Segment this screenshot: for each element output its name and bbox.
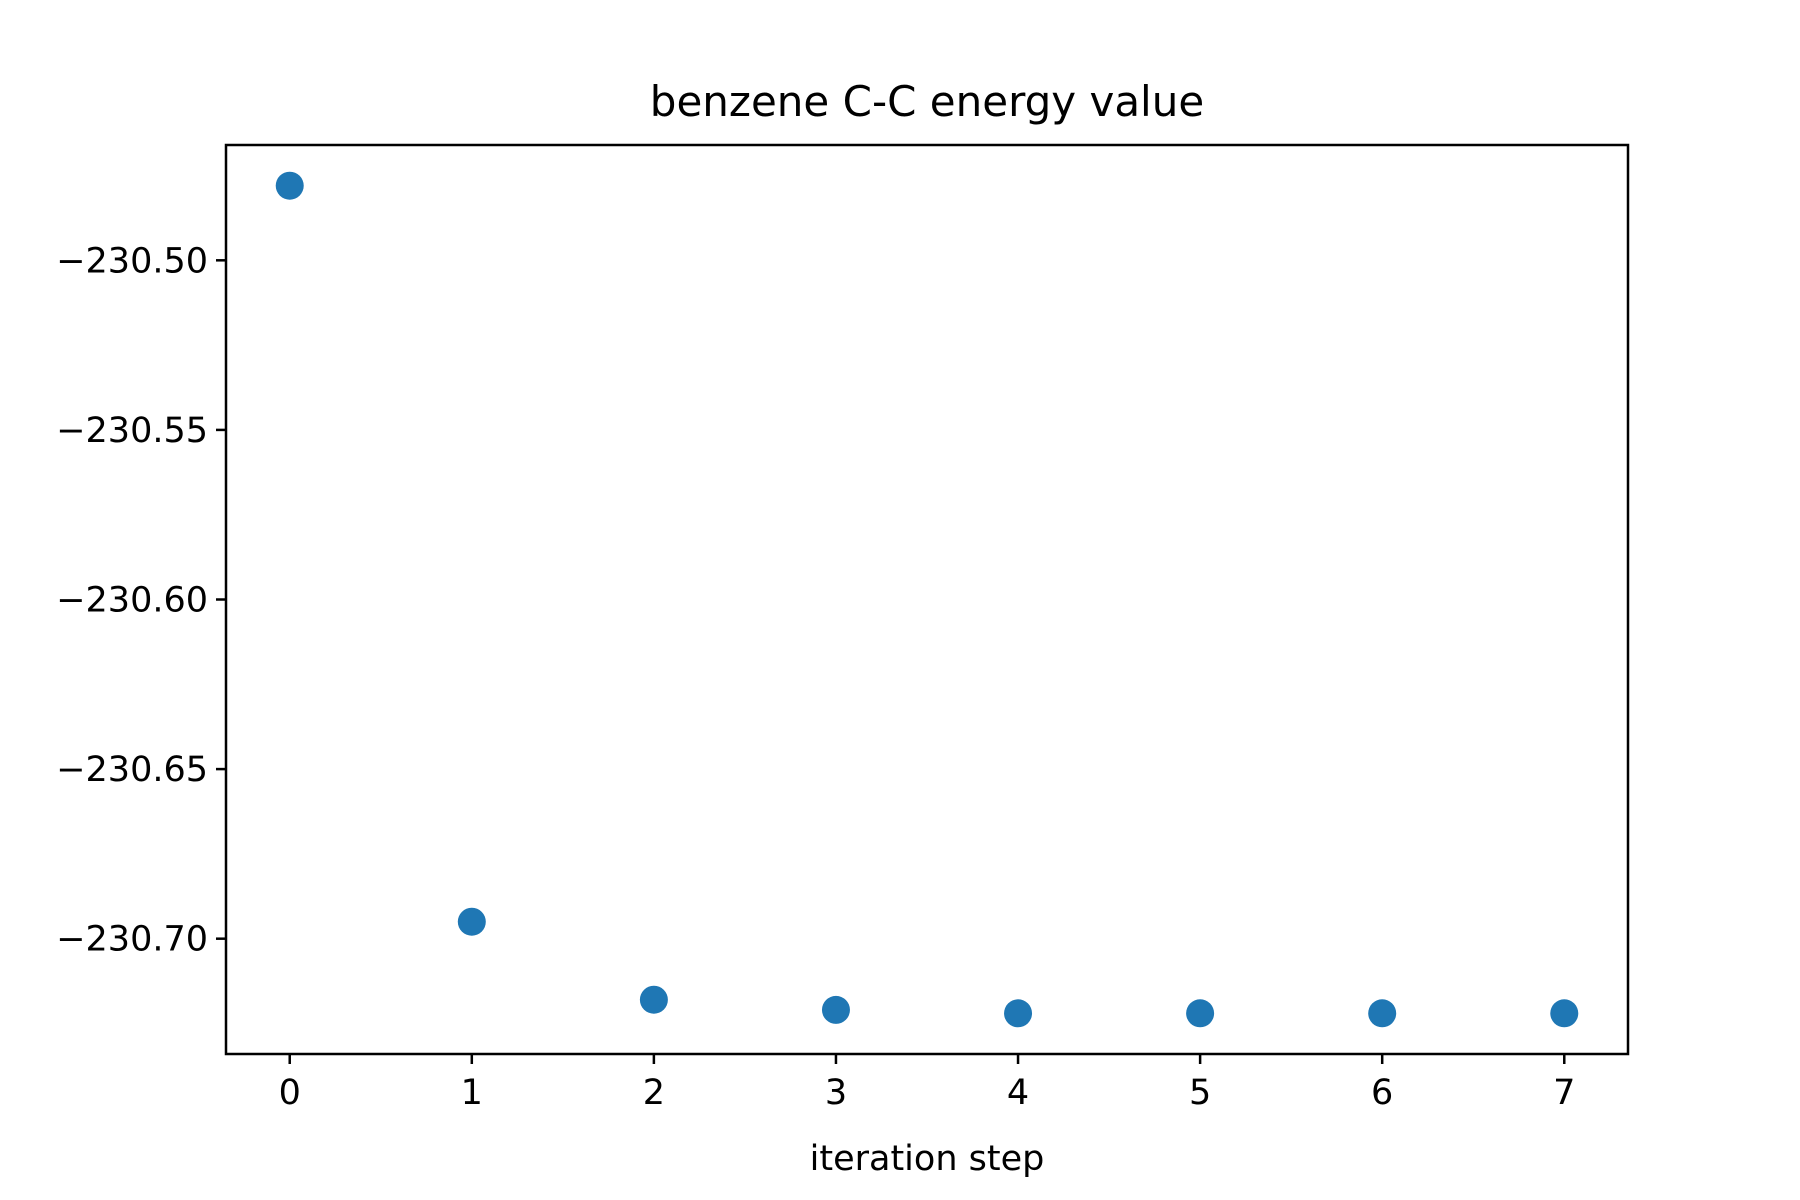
data-point <box>1186 999 1215 1028</box>
x-axis: 0 1 2 3 4 5 6 7 <box>279 1054 1575 1113</box>
x-tick-label: 6 <box>1371 1073 1393 1113</box>
data-points <box>275 171 1579 1028</box>
data-point <box>1004 999 1033 1028</box>
x-tick-label: 2 <box>643 1073 665 1113</box>
y-tick-label: −230.65 <box>56 750 208 790</box>
x-tick-label: 4 <box>1007 1073 1029 1113</box>
data-point <box>275 171 304 200</box>
x-tick-label: 5 <box>1189 1073 1211 1113</box>
y-tick-label: −230.55 <box>56 411 208 451</box>
y-tick-label: −230.70 <box>56 920 208 960</box>
data-point <box>457 907 486 936</box>
data-point <box>1368 999 1397 1028</box>
chart-title: benzene C-C energy value <box>650 77 1204 126</box>
data-point <box>639 985 668 1014</box>
x-tick-label: 7 <box>1553 1073 1575 1113</box>
y-tick-label: −230.50 <box>56 241 208 281</box>
x-tick-label: 0 <box>279 1073 301 1113</box>
x-tick-label: 1 <box>461 1073 483 1113</box>
y-tick-label: −230.60 <box>56 581 208 621</box>
x-tick-label: 3 <box>825 1073 847 1113</box>
x-axis-title: iteration step <box>810 1139 1045 1179</box>
data-point <box>1550 999 1579 1028</box>
plot-frame <box>224 143 1630 1056</box>
y-axis: −230.50 −230.55 −230.60 −230.65 −230.70 <box>56 241 226 960</box>
data-point <box>821 995 850 1024</box>
